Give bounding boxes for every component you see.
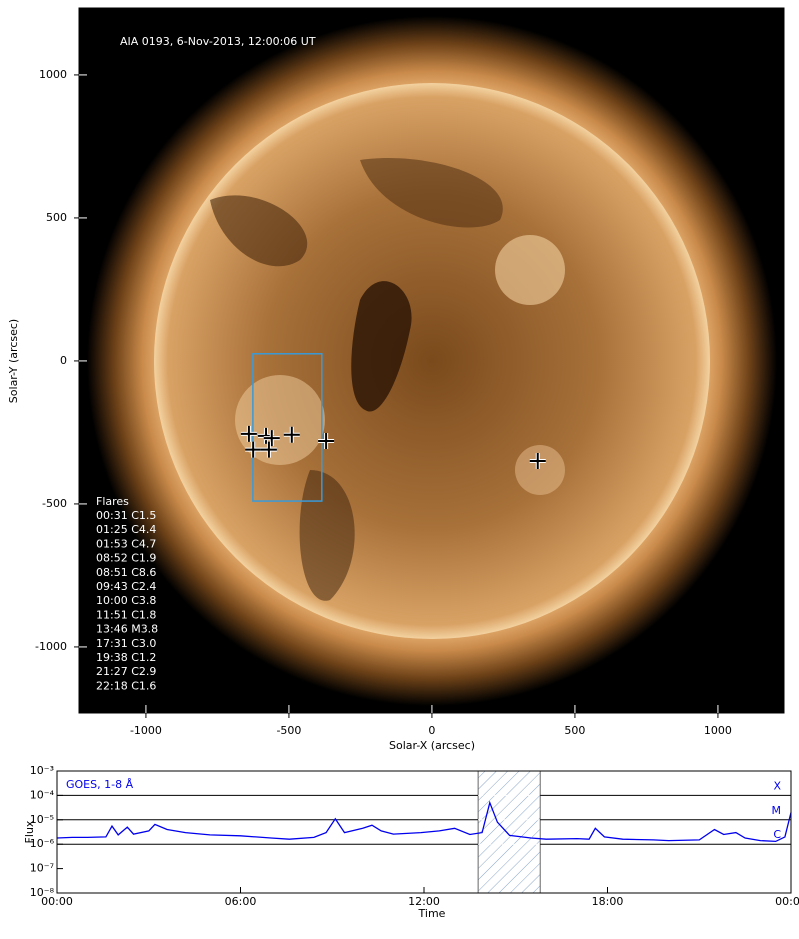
y-tick-label: 500 — [46, 211, 67, 224]
flare-marker — [318, 433, 335, 450]
flare-entry: 22:18 C1.6 — [96, 679, 156, 692]
image-title: AIA 0193, 6-Nov-2013, 12:00:06 UT — [120, 35, 316, 48]
y-tick-label: 0 — [60, 354, 67, 367]
y-tick-label: 10⁻⁸ — [30, 886, 55, 899]
level-label: C — [773, 828, 781, 841]
x-axis-label: Time — [418, 907, 446, 920]
flare-entry: 01:25 C4.4 — [96, 523, 156, 536]
y-tick-label: 10⁻⁶ — [30, 837, 55, 850]
region-box — [252, 353, 323, 502]
y-tick-label: 10⁻⁴ — [30, 788, 55, 801]
flare-entry: 00:31 C1.5 — [96, 509, 156, 522]
flare-marker — [260, 441, 277, 458]
y-tick-label: -1000 — [35, 640, 67, 653]
flare-marker — [240, 425, 257, 442]
highlight-span — [477, 770, 541, 894]
y-tick-label: 1000 — [39, 68, 67, 81]
x-tick-label: -1000 — [130, 724, 162, 737]
flare-entry: 13:46 M3.8 — [96, 623, 158, 636]
x-tick-label: 18:00 — [592, 895, 624, 908]
y-tick-label: 10⁻⁵ — [30, 813, 54, 826]
level-label: M — [772, 804, 782, 817]
level-label: X — [773, 779, 781, 792]
x-tick-label: 1000 — [704, 724, 732, 737]
y-tick-label: 10⁻³ — [30, 764, 54, 777]
flare-marker — [263, 430, 280, 447]
flare-entry: 09:43 C2.4 — [96, 580, 156, 593]
flare-entry: 08:51 C8.6 — [96, 566, 156, 579]
flare-entry: 21:27 C2.9 — [96, 665, 156, 678]
x-tick-label: 00:00 — [41, 895, 73, 908]
x-tick-label: 0 — [428, 724, 435, 737]
flare-entry: 01:53 C4.7 — [96, 537, 156, 550]
flare-entry: 17:31 C3.0 — [96, 637, 156, 650]
y-axis-label: Flux — [23, 820, 36, 843]
flux-line — [56, 800, 792, 843]
flare-entry: 08:52 C1.9 — [96, 552, 156, 565]
x-tick-label: 06:00 — [225, 895, 257, 908]
x-axis-label: Solar-X (arcsec) — [389, 739, 475, 752]
flare-entry: 10:00 C3.8 — [96, 594, 156, 607]
y-tick-label: -500 — [42, 497, 67, 510]
flare-marker — [529, 453, 546, 470]
legend-title: Flares — [96, 495, 129, 508]
x-tick-label: 00:00 — [775, 895, 799, 908]
y-tick-label: 10⁻⁷ — [30, 862, 54, 875]
x-tick-label: 12:00 — [408, 895, 440, 908]
flare-marker — [245, 441, 262, 458]
sun-image — [79, 8, 784, 713]
x-tick-label: -500 — [276, 724, 301, 737]
flare-entry: 11:51 C1.8 — [96, 608, 156, 621]
y-axis-label: Solar-Y (arcsec) — [7, 319, 20, 403]
flare-entry: 19:38 C1.2 — [96, 651, 156, 664]
series-label: GOES, 1-8 Å — [66, 778, 134, 791]
x-tick-label: 500 — [564, 724, 585, 737]
flare-marker — [283, 426, 300, 443]
